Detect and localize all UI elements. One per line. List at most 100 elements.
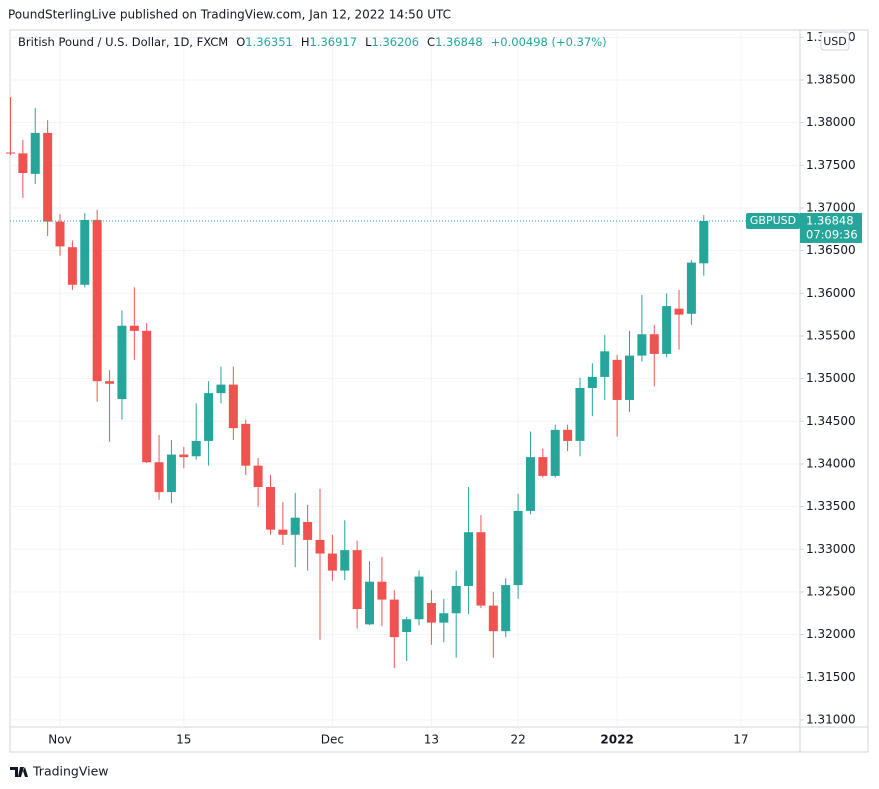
currency[interactable]: USD (823, 35, 847, 48)
candle-body (315, 539, 325, 554)
candle-body (625, 355, 634, 400)
candle-body (327, 553, 337, 571)
x-tick-label: Dec (321, 733, 344, 747)
y-tick-label: 1.38000 (806, 115, 856, 129)
candle-body (278, 529, 288, 535)
candle-body (241, 423, 251, 466)
candle-body (389, 599, 399, 638)
candle-body (600, 351, 610, 377)
legend-value: 1.36917 (310, 35, 358, 49)
y-tick-label: 1.34000 (806, 456, 856, 470)
y-tick-label: 1.35500 (806, 328, 856, 342)
candle-body (637, 334, 647, 356)
y-tick-label: 1.31000 (806, 712, 856, 726)
candle-body (228, 384, 238, 429)
candle-body (686, 262, 696, 314)
symbol-tag (746, 212, 800, 229)
candle-body (451, 585, 461, 614)
plot: 1.31000 1.31500 1.32000 1.32500 1.33000 1.335… (6, 30, 868, 752)
candle-body (265, 486, 275, 530)
candle-body (501, 585, 511, 632)
y-tick-label: 1.35000 (806, 371, 856, 385)
currency-box[interactable] (820, 31, 850, 51)
candle-body (649, 334, 659, 354)
candle-body (6, 152, 15, 154)
candle-body (80, 219, 90, 285)
candle-body (538, 457, 548, 476)
candle-body (402, 619, 412, 633)
legend-value: 1.36351 (245, 35, 293, 49)
candle-body (117, 325, 127, 400)
candle-body (377, 581, 387, 600)
candle-body (414, 576, 424, 620)
y-tick-label: 1.34500 (806, 414, 856, 428)
y-tick-label: 1.37500 (806, 158, 856, 172)
publisher-note: PoundSterlingLive published on TradingVi… (8, 8, 451, 22)
y-tick-label: 1.33500 (806, 499, 856, 513)
candle-body (488, 605, 498, 632)
candle-body (563, 429, 573, 441)
candle-body (216, 384, 226, 394)
x-tick-label: 15 (176, 733, 191, 747)
candle-body (166, 454, 176, 493)
candle-body (575, 388, 585, 441)
candle-body (18, 153, 28, 174)
candle-body (129, 325, 139, 331)
legend-value: 1.36848 (435, 35, 483, 49)
candle-body (92, 219, 102, 382)
candle-body (154, 462, 164, 493)
legend-title: British Pound / U.S. Dollar, 1D, FXCM (18, 35, 228, 49)
legend-key: C (427, 35, 435, 49)
price-label: 1.36848 (806, 213, 854, 227)
legend-value: 1.36206 (371, 35, 419, 49)
y-tick-label: 1.33000 (806, 542, 856, 556)
candle-body (525, 457, 535, 511)
legend-key: O (236, 35, 245, 49)
candle-body (340, 550, 350, 571)
legend-key: L (365, 35, 372, 49)
candle-body (674, 308, 684, 315)
legend-key: H (301, 35, 310, 49)
x-tick-label: 22 (510, 733, 525, 747)
x-tick-label: 17 (733, 733, 748, 747)
candle-body (587, 376, 597, 389)
chart-frame (9, 29, 869, 753)
y-tick-label: 1.31500 (806, 670, 856, 684)
candle-body (476, 532, 486, 606)
candle-body (426, 603, 436, 623)
x-tick-label: Nov (48, 733, 71, 747)
candle-body (253, 465, 263, 487)
x-tick-label: 13 (424, 733, 439, 747)
candle-body (191, 440, 201, 457)
y-tick-label: 1.32000 (806, 627, 856, 641)
brand-logo (10, 767, 28, 777)
candle-body (290, 517, 300, 535)
candle-body (30, 132, 40, 174)
candle-body (179, 454, 189, 458)
legend: British Pound / U.S. Dollar, 1D, FXCM O1.… (18, 35, 607, 49)
candle-body (352, 550, 362, 609)
candle-body (303, 521, 313, 540)
candle-body (43, 132, 53, 222)
y-tick-label: 1.32500 (806, 584, 856, 598)
y-tick-label: 1.36500 (806, 243, 856, 257)
y-tick-label: 1.37000 (806, 200, 856, 214)
candle-body (550, 429, 560, 476)
brand: TradingView (32, 764, 109, 779)
candle-body (55, 221, 65, 247)
candle-body (204, 393, 214, 441)
candle-body (513, 510, 523, 586)
y-tick-label: 1.36000 (806, 286, 856, 300)
candle-body (612, 359, 622, 400)
candle-body (105, 381, 115, 384)
candle-body (699, 220, 709, 264)
legend-change: +0.00498 (+0.37%) (491, 35, 607, 49)
countdown: 07:09:36 (806, 227, 858, 241)
candle-body (365, 581, 375, 625)
candle-body (142, 330, 152, 463)
candle-body (464, 532, 474, 586)
price-tag (800, 212, 862, 243)
symbol-label: GBPUSD (750, 214, 796, 227)
y-tick-label: 1.38500 (806, 72, 856, 86)
